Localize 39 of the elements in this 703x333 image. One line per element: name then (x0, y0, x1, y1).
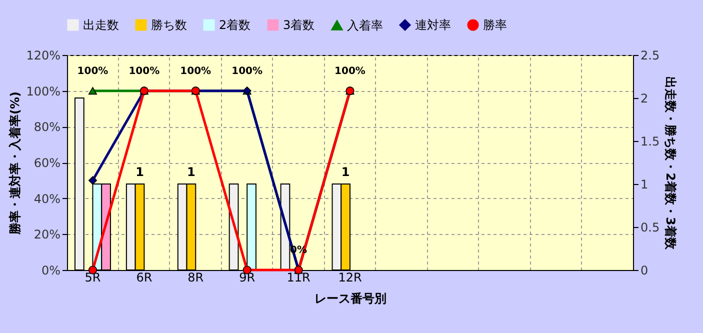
legend-label: 入着率 (347, 18, 383, 32)
data-label: 1 (341, 165, 350, 179)
x-tick-label: 5R (84, 270, 101, 284)
y2-tick-label: 2 (640, 92, 648, 106)
legend-label: 出走数 (83, 18, 119, 32)
y-tick-label: 120% (26, 48, 60, 62)
legend-label: 連対率 (415, 18, 451, 32)
y2-tick-label: 0.5 (640, 220, 660, 234)
y2-tick-label: 1.5 (640, 134, 660, 148)
data-label: 1 (187, 165, 196, 179)
y-tick-label: 100% (26, 84, 60, 98)
data-label: 1 (136, 165, 144, 179)
y-tick-label: 40% (34, 192, 60, 206)
x-tick-label: 12R (338, 270, 362, 284)
legend-label: 3着数 (283, 18, 315, 32)
x-tick-label: 8R (188, 270, 204, 284)
legend-label: 勝ち数 (151, 18, 187, 32)
data-label: 100% (334, 66, 366, 77)
y2-tick-label: 0 (640, 264, 648, 278)
y2-tick-label: 2.5 (640, 48, 660, 62)
legend-label: 2着数 (219, 18, 251, 32)
legend-label: 勝率 (483, 18, 507, 32)
data-label: 100% (180, 66, 212, 77)
x-axis-title: レース番号別 (314, 292, 386, 306)
point (88, 176, 97, 185)
y2-tick-label: 1 (640, 178, 648, 192)
point (88, 87, 97, 95)
y-tick-label: 60% (34, 156, 60, 170)
y-tick-label: 0% (41, 264, 60, 278)
x-tick-label: 11R (286, 270, 310, 284)
data-label: 100% (232, 66, 263, 77)
data-label: 100% (128, 66, 160, 77)
y-tick-label: 80% (34, 120, 60, 134)
y-tick-label: 20% (34, 228, 60, 242)
x-tick-label: 6R (136, 270, 152, 284)
y-axis-title: 勝率・連対率・入着率(%) (8, 92, 22, 236)
data-label: 100% (77, 66, 108, 77)
y2-axis-title: 出走数・勝ち数・2着数・3着数 (664, 76, 678, 250)
x-tick-label: 9R (239, 270, 256, 284)
